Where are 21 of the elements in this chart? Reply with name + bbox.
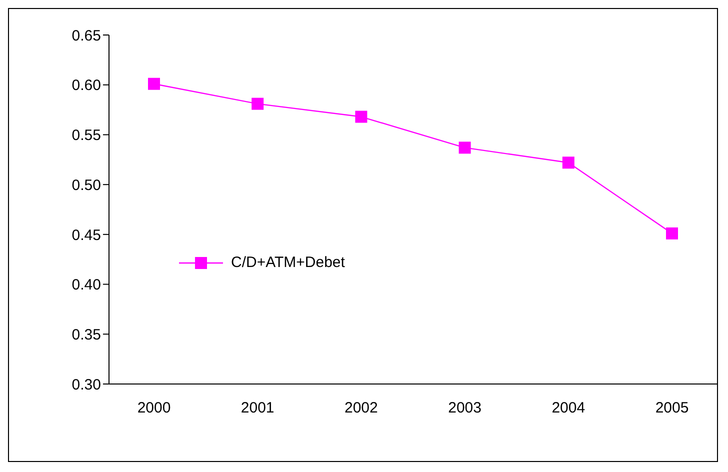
y-tick-label: 0.60 — [72, 77, 101, 94]
point — [252, 98, 264, 110]
y-tick-label: 0.50 — [72, 176, 101, 194]
x-tick-label: 2002 — [344, 400, 378, 417]
y-tick-label: 0.45 — [72, 226, 101, 244]
x-tick-label: 2003 — [448, 400, 482, 417]
y-tick-label: 0.30 — [72, 376, 101, 394]
y-tick-label: 0.40 — [72, 276, 101, 294]
point — [458, 142, 471, 154]
x-tick-label: 2001 — [240, 400, 274, 417]
y-tick-label: 0.65 — [72, 27, 101, 44]
x-tick-label: 2000 — [137, 400, 171, 417]
point — [355, 110, 368, 123]
y-tick-label: 0.55 — [72, 127, 101, 144]
legend-label: C/D+ATM+Debet — [231, 254, 345, 271]
point — [562, 156, 574, 169]
x-tick-label: 2004 — [552, 400, 586, 417]
point — [148, 78, 160, 90]
x-tick-label: 2005 — [655, 400, 689, 417]
point — [666, 227, 678, 240]
y-tick-label: 0.35 — [72, 326, 101, 344]
